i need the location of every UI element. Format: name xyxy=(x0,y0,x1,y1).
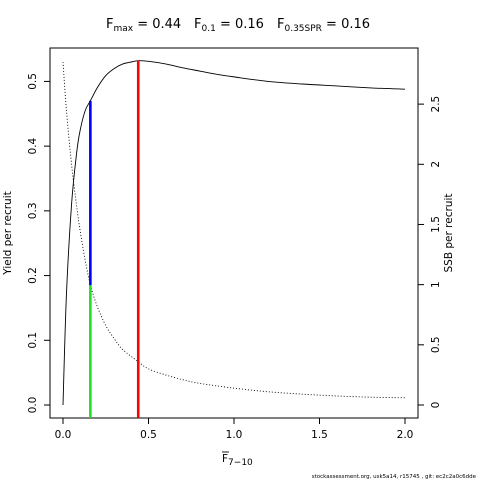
title-f01-sub: 0.1 xyxy=(201,24,215,34)
y-left-tick-label: 0.3 xyxy=(27,202,39,219)
x-tick-label: 1.0 xyxy=(226,429,243,441)
x-tick-label: 0.5 xyxy=(140,429,157,441)
x-axis-title-text: F7−10 xyxy=(222,453,253,468)
title-f035-symbol: F xyxy=(277,17,284,32)
title-f035-sub: 0.35SPR xyxy=(284,24,321,34)
yield-per-recruit-line xyxy=(62,60,406,406)
series-layer xyxy=(62,60,406,406)
x-axis: 0.0 0.5 1.0 1.5 2.0 xyxy=(55,418,414,441)
title-fmax-sub: max xyxy=(113,24,133,34)
plot-frame xyxy=(49,47,419,419)
reference-lines xyxy=(89,60,140,418)
y-right-tick-label: 1.5 xyxy=(430,216,442,233)
chart-title: Fmax = 0.44 F0.1 = 0.16 F0.35SPR = 0.16 xyxy=(106,17,370,34)
y-left-tick-label: 0.5 xyxy=(27,73,39,90)
y-right-tick-label: 0.5 xyxy=(430,336,442,353)
y-axis-right-title: SSB per recruit xyxy=(443,194,455,273)
y-right-tick-label: 1 xyxy=(430,281,442,288)
y-left-tick-label: 0.1 xyxy=(27,332,39,349)
y-right-tick-label: 2 xyxy=(430,161,442,168)
ssb-per-recruit-line xyxy=(62,61,406,399)
y-left-tick-label: 0.4 xyxy=(27,137,39,154)
title-fmax-value: = 0.44 xyxy=(133,17,181,32)
x-tick-label: 2.0 xyxy=(397,429,414,441)
title-f01: F0.1 = 0.16 xyxy=(194,17,264,34)
title-f01-value: = 0.16 xyxy=(216,17,264,32)
x-tick-label: 1.5 xyxy=(311,429,328,441)
x-axis-title: F7−10 xyxy=(222,451,253,468)
y-right-tick-label: 2.5 xyxy=(430,96,442,113)
y-axis-left-title: Yield per recruit xyxy=(2,191,14,275)
x-axis-title-main: F xyxy=(222,453,228,465)
y-axis-left: 0.0 0.1 0.2 0.3 0.4 0.5 xyxy=(27,73,50,413)
y-right-tick-label: 0 xyxy=(430,402,442,409)
x-tick-label: 0.0 xyxy=(55,429,72,441)
title-f035-value: = 0.16 xyxy=(322,17,370,32)
footer-note: stockassessment.org, usk5a14, r15745 , g… xyxy=(312,474,477,480)
title-f035: F0.35SPR = 0.16 xyxy=(277,17,370,34)
y-left-tick-label: 0.2 xyxy=(27,267,39,284)
title-fmax-symbol: F xyxy=(106,17,113,32)
y-axis-right: 0 0.5 1 1.5 2 2.5 xyxy=(418,96,442,409)
title-fmax: Fmax = 0.44 xyxy=(106,17,181,34)
y-left-tick-label: 0.0 xyxy=(27,397,39,414)
x-axis-title-sub: 7−10 xyxy=(228,458,253,468)
title-f01-symbol: F xyxy=(194,17,201,32)
